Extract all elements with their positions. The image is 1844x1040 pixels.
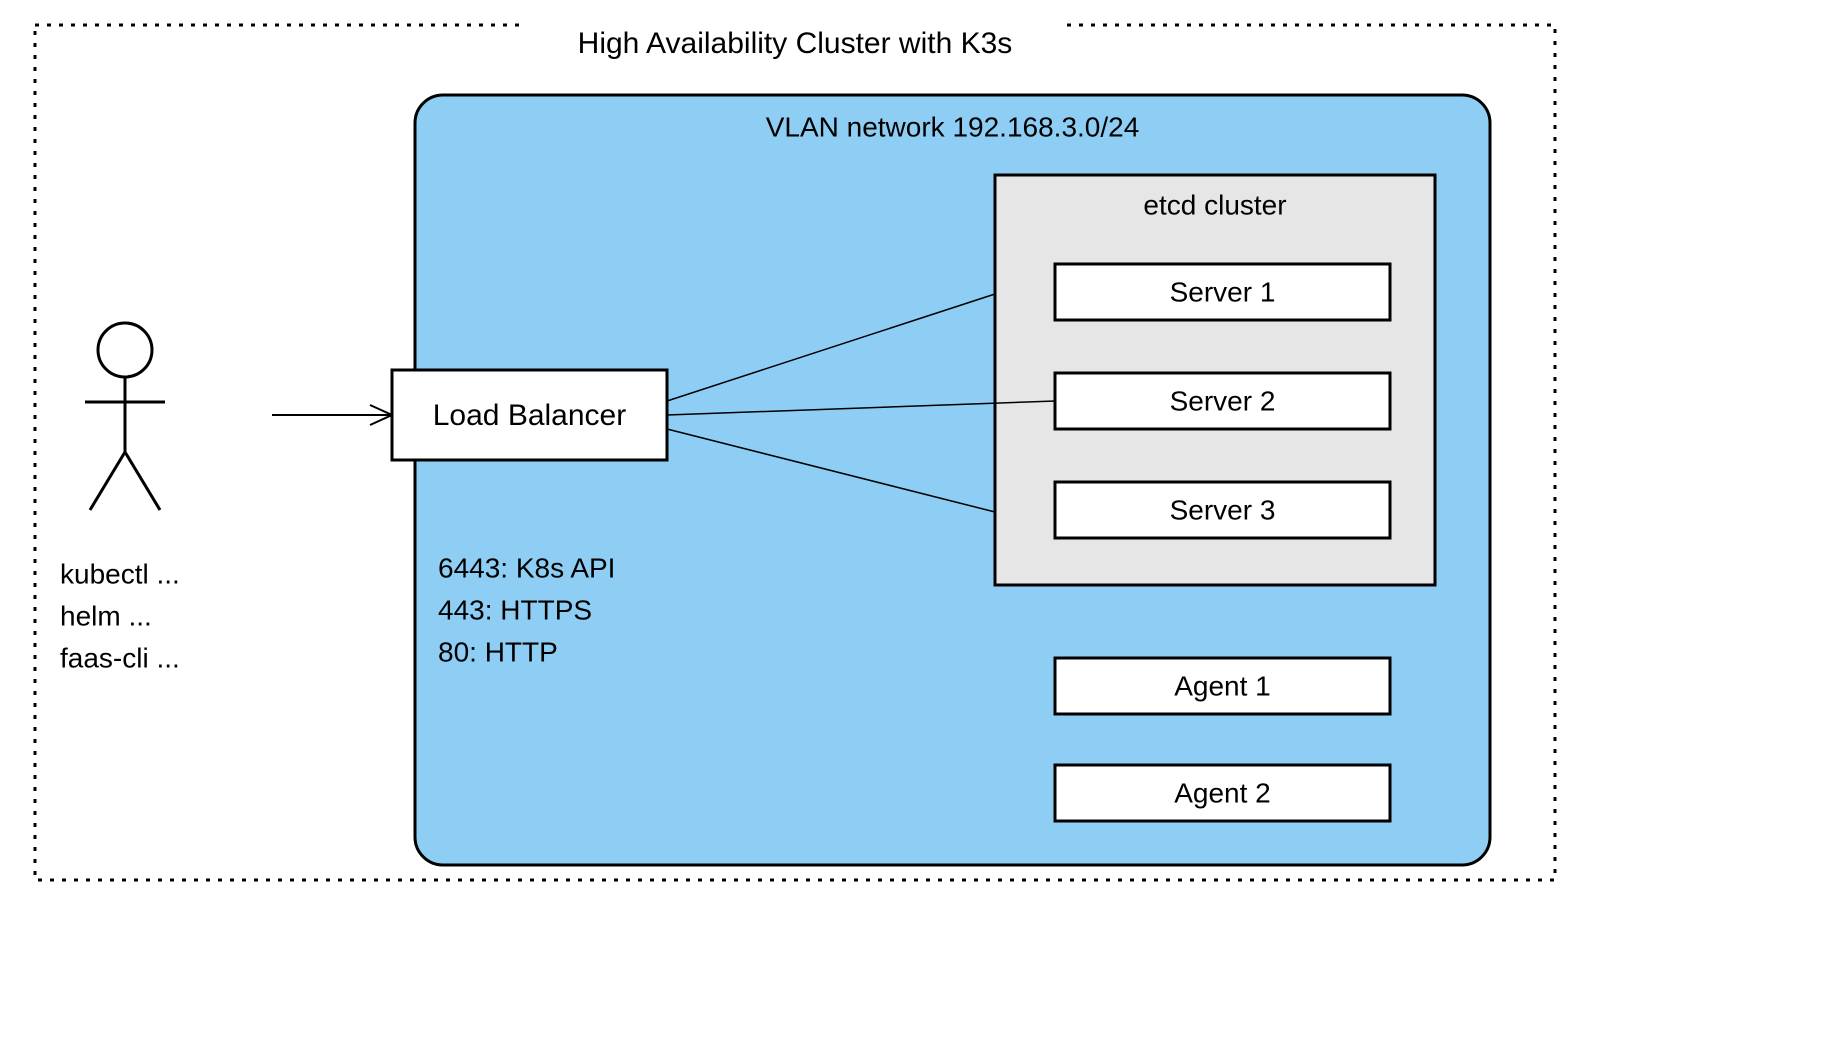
arrow-actor-lb-head-2 bbox=[370, 415, 392, 425]
ports-line-1: 6443: K8s API bbox=[438, 552, 615, 583]
vlan-title: VLAN network 192.168.3.0/24 bbox=[766, 111, 1140, 142]
actor-cmd-1: kubectl ... bbox=[60, 558, 180, 589]
agent-label-2: Agent 2 bbox=[1174, 777, 1271, 808]
server-label-2: Server 2 bbox=[1170, 385, 1276, 416]
agent-label-1: Agent 1 bbox=[1174, 670, 1271, 701]
actor-cmd-2: helm ... bbox=[60, 600, 152, 631]
etcd-title: etcd cluster bbox=[1143, 189, 1286, 220]
actor-leg-right bbox=[125, 452, 160, 510]
actor-head bbox=[98, 323, 152, 377]
server-label-3: Server 3 bbox=[1170, 494, 1276, 525]
actor-leg-left bbox=[90, 452, 125, 510]
server-label-1: Server 1 bbox=[1170, 276, 1276, 307]
actor-cmd-3: faas-cli ... bbox=[60, 642, 180, 673]
load-balancer-label: Load Balancer bbox=[433, 399, 626, 432]
outer-title: High Availability Cluster with K3s bbox=[578, 27, 1013, 60]
diagram-canvas: High Availability Cluster with K3s VLAN n… bbox=[0, 0, 1844, 1040]
ports-line-3: 80: HTTP bbox=[438, 636, 558, 667]
arrow-actor-lb-head-1 bbox=[370, 405, 392, 415]
ports-line-2: 443: HTTPS bbox=[438, 594, 592, 625]
